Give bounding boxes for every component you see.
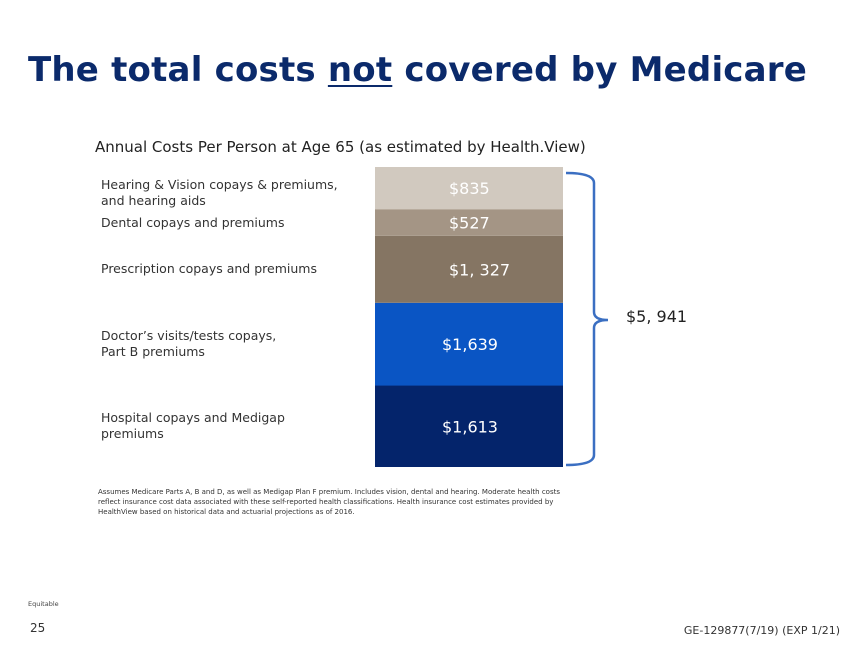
category-label-line: Part B premiums (101, 344, 205, 360)
category-label-line: premiums (101, 426, 164, 442)
page-title: The total costs not covered by Medicare (28, 50, 807, 90)
title-after: covered by Medicare (392, 50, 808, 90)
bar-segment-1 (375, 302, 563, 386)
bar-segment-0 (375, 385, 563, 467)
category-label-4: Hearing & Vision copays & premiums, and h… (101, 177, 351, 209)
category-label-3: Dental copays and premiums (101, 215, 351, 231)
brand-logo-text: Equitable (28, 600, 59, 608)
document-code: GE-129877(7/19) (EXP 1/21) (683, 624, 840, 637)
title-emphasis: not (327, 50, 393, 90)
value-label-2: $1, 327 (449, 260, 510, 279)
bar-segment-4 (375, 167, 563, 210)
page-number: 25 (30, 621, 46, 635)
footnote: Assumes Medicare Parts A, B and D, as we… (98, 488, 560, 516)
value-label-4: $835 (449, 179, 490, 198)
category-label-0: Hospital copays and Medigap premiums (101, 410, 351, 442)
category-label-line: Hearing & Vision copays & premiums, (101, 177, 338, 192)
total-label: $5, 941 (626, 307, 687, 326)
value-label-0: $1,613 (442, 417, 498, 436)
value-label-1: $1,639 (442, 335, 498, 354)
category-label-line: and hearing aids (101, 193, 206, 208)
category-label-line: Hospital copays and Medigap (101, 410, 285, 426)
title-before: The total costs (28, 50, 328, 90)
value-label-3: $527 (449, 214, 490, 233)
chart-title: Annual Costs Per Person at Age 65 (as es… (95, 138, 586, 156)
bar-segment-3 (375, 209, 563, 236)
category-label-1: Doctor’s visits/tests copays, Part B prem… (101, 328, 351, 360)
category-label-line: Doctor’s visits/tests copays, (101, 328, 277, 344)
category-label-line: Prescription copays and premiums (101, 261, 317, 277)
bar-segment-2 (375, 235, 563, 303)
category-label-line: Dental copays and premiums (101, 214, 285, 230)
total-bracket (565, 171, 609, 467)
category-label-2: Prescription copays and premiums (101, 261, 351, 277)
